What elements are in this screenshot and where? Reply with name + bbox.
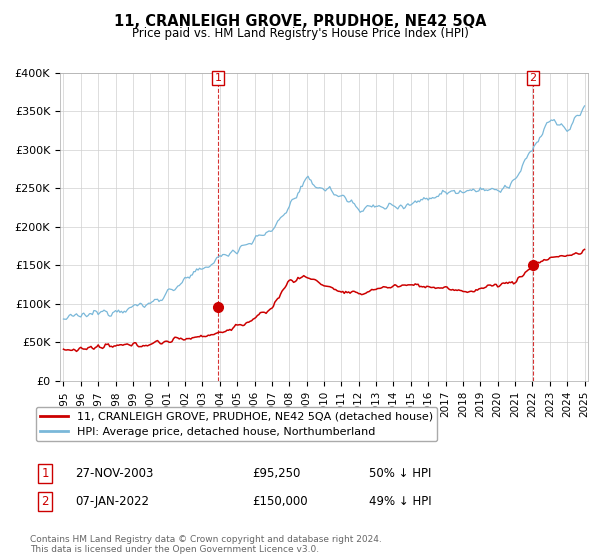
Text: Contains HM Land Registry data © Crown copyright and database right 2024.
This d: Contains HM Land Registry data © Crown c… — [30, 535, 382, 554]
Text: 1: 1 — [41, 466, 49, 480]
Text: 50% ↓ HPI: 50% ↓ HPI — [369, 466, 431, 480]
Text: 27-NOV-2003: 27-NOV-2003 — [75, 466, 154, 480]
Text: 1: 1 — [215, 73, 221, 83]
Text: £95,250: £95,250 — [252, 466, 301, 480]
Text: 2: 2 — [529, 73, 536, 83]
Legend: 11, CRANLEIGH GROVE, PRUDHOE, NE42 5QA (detached house), HPI: Average price, det: 11, CRANLEIGH GROVE, PRUDHOE, NE42 5QA (… — [35, 407, 437, 441]
Text: Price paid vs. HM Land Registry's House Price Index (HPI): Price paid vs. HM Land Registry's House … — [131, 27, 469, 40]
Text: 07-JAN-2022: 07-JAN-2022 — [75, 494, 149, 508]
Text: £150,000: £150,000 — [252, 494, 308, 508]
Text: 11, CRANLEIGH GROVE, PRUDHOE, NE42 5QA: 11, CRANLEIGH GROVE, PRUDHOE, NE42 5QA — [114, 14, 486, 29]
Text: 2: 2 — [41, 494, 49, 508]
Text: 49% ↓ HPI: 49% ↓ HPI — [369, 494, 431, 508]
